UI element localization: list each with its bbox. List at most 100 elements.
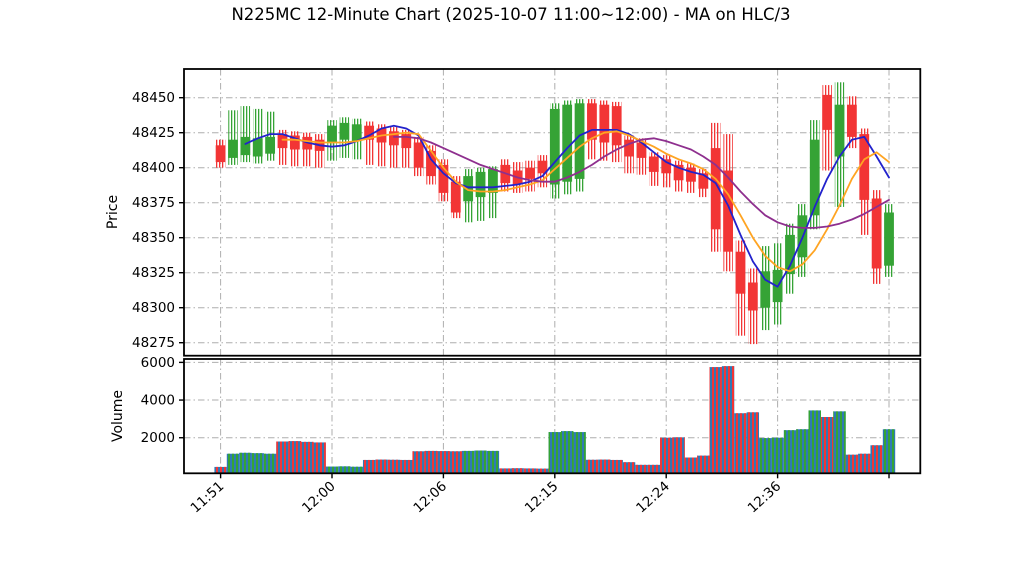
volume-bar	[635, 464, 648, 474]
volume-tick-label: 4000	[141, 393, 175, 409]
volume-bar	[536, 468, 549, 474]
volume-bar	[400, 459, 413, 474]
price-tick-label: 48350	[132, 230, 175, 246]
price-tick-label: 48400	[132, 160, 175, 176]
volume-bar	[412, 451, 425, 474]
price-tick-label: 48450	[132, 90, 175, 106]
moving-average-lines	[244, 124, 890, 288]
candle	[636, 138, 647, 175]
volume-bar	[833, 411, 846, 474]
ma-fast-line	[244, 124, 890, 288]
candle	[710, 122, 721, 252]
volume-bar	[684, 457, 698, 474]
volume-bar	[511, 468, 524, 474]
time-tick-label: 12:36	[745, 478, 785, 516]
volume-bar	[474, 450, 487, 474]
time-tick-label: 12:00	[299, 478, 339, 516]
candle	[574, 99, 585, 192]
candle	[525, 160, 535, 192]
volume-bars	[214, 366, 896, 474]
candle	[314, 134, 325, 168]
candle	[785, 223, 795, 294]
axis-ticks	[179, 96, 890, 479]
candle	[339, 117, 350, 158]
time-tick-label: 12:15	[522, 478, 562, 516]
candle	[277, 129, 288, 165]
volume-bar	[338, 466, 351, 474]
candle	[747, 268, 758, 345]
volume-bar	[697, 455, 710, 474]
candle	[364, 121, 375, 165]
candle	[228, 110, 238, 165]
ma-mid-line	[281, 130, 890, 273]
volume-bar	[672, 437, 685, 474]
volume-bar	[808, 410, 821, 474]
volume-bar	[820, 417, 834, 474]
volume-bar	[734, 413, 747, 474]
candle	[884, 204, 894, 277]
volume-bar	[610, 459, 623, 474]
volume-bar	[449, 451, 462, 474]
candle	[438, 159, 449, 202]
volume-bar	[263, 453, 277, 474]
volume-bar	[660, 437, 673, 474]
candle	[265, 111, 276, 161]
candle	[661, 155, 672, 188]
volume-bar	[548, 432, 561, 474]
candlesticks	[215, 82, 894, 345]
volume-bar	[746, 412, 760, 474]
candle	[289, 131, 300, 167]
candle	[698, 169, 709, 198]
volume-bar	[709, 367, 722, 474]
candle	[537, 155, 548, 188]
candle	[240, 106, 251, 163]
candle	[475, 167, 486, 221]
volume-bar	[560, 431, 574, 474]
candle	[351, 118, 362, 160]
volume-bar	[845, 454, 859, 474]
volume-bar	[424, 450, 438, 474]
volume-bar	[239, 452, 252, 474]
volume-bar	[226, 453, 240, 474]
candle	[735, 240, 746, 336]
candle	[327, 120, 337, 161]
gridlines	[184, 69, 921, 474]
candle	[723, 134, 733, 272]
volume-bar	[870, 445, 883, 474]
volume-bar	[858, 453, 871, 474]
candle	[859, 128, 870, 235]
candle	[760, 246, 771, 331]
volume-bar	[721, 366, 735, 474]
volume-bar	[313, 442, 326, 474]
volume-bar	[486, 450, 500, 474]
candle	[401, 129, 412, 168]
volume-tick-label: 2000	[141, 430, 175, 446]
candle	[252, 108, 263, 164]
candle	[648, 152, 659, 186]
price-tick-label: 48300	[132, 300, 175, 316]
time-tick-label: 11:51	[188, 478, 228, 516]
volume-bar	[598, 459, 611, 474]
volume-bar	[573, 432, 586, 474]
volume-bar	[301, 441, 314, 474]
volume-bar	[325, 466, 339, 474]
candle	[388, 127, 399, 168]
price-tick-label: 48375	[132, 195, 175, 211]
candle	[846, 96, 857, 149]
volume-bar	[288, 441, 302, 474]
volume-bar	[276, 441, 289, 474]
candle	[673, 160, 684, 192]
volume-bar	[771, 437, 784, 474]
price-tick-label: 48425	[132, 125, 175, 141]
candle	[549, 103, 560, 199]
candle	[413, 136, 424, 177]
volume-bar	[882, 429, 896, 474]
volume-bar	[796, 429, 809, 474]
candle	[426, 145, 436, 185]
time-tick-label: 12:06	[410, 478, 450, 516]
candle	[809, 120, 820, 230]
chart-title: N225MC 12-Minute Chart (2025-10-07 11:00…	[231, 5, 791, 24]
volume-bar	[783, 430, 797, 474]
volume-bar	[375, 459, 388, 474]
